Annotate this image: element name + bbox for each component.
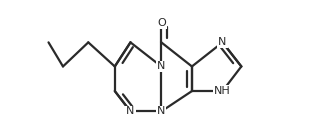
Text: O: O — [157, 18, 166, 28]
Text: NH: NH — [214, 86, 231, 96]
Text: N: N — [218, 37, 227, 47]
Text: N: N — [157, 106, 165, 116]
Text: N: N — [126, 106, 135, 116]
Text: N: N — [157, 61, 165, 71]
